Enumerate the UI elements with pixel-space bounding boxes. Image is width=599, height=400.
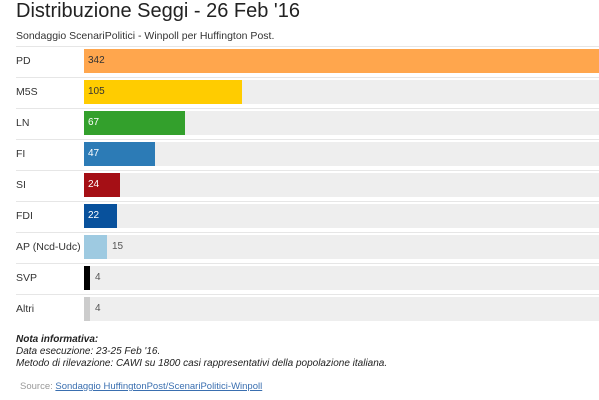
bar xyxy=(84,49,599,73)
category-label: SI xyxy=(16,179,26,191)
chart-subtitle: Sondaggio ScenariPolitici - Winpoll per … xyxy=(16,30,275,42)
bar-row: PD 342 xyxy=(0,46,599,77)
bar-row: Altri 4 xyxy=(0,294,599,325)
row-divider xyxy=(16,232,599,233)
source-line: Source: Sondaggio HuffingtonPost/Scenari… xyxy=(20,381,262,392)
row-divider xyxy=(16,170,599,171)
data-label: 22 xyxy=(88,210,100,221)
data-label: 15 xyxy=(112,241,124,252)
bar-track xyxy=(84,235,599,259)
data-label: 4 xyxy=(95,272,101,283)
category-label: PD xyxy=(16,55,31,67)
info-note: Nota informativa: Data esecuzione: 23-25… xyxy=(16,334,387,370)
bar-track xyxy=(84,297,599,321)
row-divider xyxy=(16,263,599,264)
category-label: FI xyxy=(16,148,26,160)
bar xyxy=(84,173,120,197)
bar xyxy=(84,204,117,228)
category-label: AP (Ncd-Udc) xyxy=(16,241,81,253)
source-link[interactable]: Sondaggio HuffingtonPost/ScenariPolitici… xyxy=(55,381,263,392)
row-divider xyxy=(16,108,599,109)
data-label: 342 xyxy=(88,55,105,66)
bar-row: M5S 105 xyxy=(0,77,599,108)
bar xyxy=(84,80,242,104)
note-title: Nota informativa: xyxy=(16,334,99,345)
row-divider xyxy=(16,139,599,140)
data-label: 47 xyxy=(88,148,100,159)
category-label: LN xyxy=(16,117,30,129)
category-label: SVP xyxy=(16,272,38,284)
category-label: FDI xyxy=(16,210,33,222)
bar-row: LN 67 xyxy=(0,108,599,139)
row-divider xyxy=(16,46,599,47)
data-label: 67 xyxy=(88,117,100,128)
data-label: 4 xyxy=(95,303,101,314)
bar xyxy=(84,235,107,259)
bar-row: FDI 22 xyxy=(0,201,599,232)
note-line-method: Metodo di rilevazione: CAWI su 1800 casi… xyxy=(16,358,388,369)
note-line-date: Data esecuzione: 23-25 Feb '16. xyxy=(16,346,161,357)
bar-row: FI 47 xyxy=(0,139,599,170)
data-label: 24 xyxy=(88,179,100,190)
bar-track xyxy=(84,142,599,166)
bar-chart: PD 342 M5S 105 LN 67 FI 47 SI 24 FDI 22 AP (Ncd-Udc)… xyxy=(0,46,599,329)
bar-track xyxy=(84,204,599,228)
bar xyxy=(84,142,155,166)
bar-track xyxy=(84,173,599,197)
bar-row: SI 24 xyxy=(0,170,599,201)
data-label: 105 xyxy=(88,86,105,97)
bar-track xyxy=(84,266,599,290)
bar xyxy=(84,111,185,135)
bar xyxy=(84,266,90,290)
category-label: M5S xyxy=(16,86,38,98)
row-divider xyxy=(16,77,599,78)
chart-title: Distribuzione Seggi - 26 Feb '16 xyxy=(16,0,300,22)
category-label: Altri xyxy=(16,303,35,315)
row-divider xyxy=(16,294,599,295)
bar xyxy=(84,297,90,321)
bar-row: SVP 4 xyxy=(0,263,599,294)
source-label: Source: xyxy=(20,381,53,392)
row-divider xyxy=(16,201,599,202)
bar-row: AP (Ncd-Udc) 15 xyxy=(0,232,599,263)
